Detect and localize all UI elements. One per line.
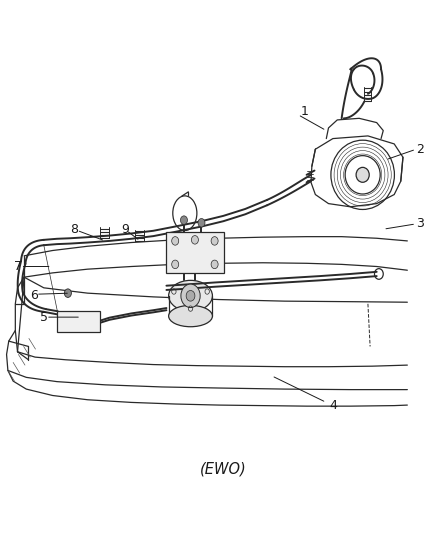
Circle shape — [181, 284, 200, 308]
Circle shape — [191, 236, 198, 244]
Text: 6: 6 — [30, 289, 38, 302]
Ellipse shape — [356, 167, 369, 182]
Text: 7: 7 — [14, 260, 22, 273]
Text: 9: 9 — [121, 223, 129, 236]
Text: 4: 4 — [329, 399, 337, 411]
Ellipse shape — [169, 280, 212, 311]
FancyBboxPatch shape — [166, 232, 224, 273]
Text: 1: 1 — [300, 106, 308, 118]
Circle shape — [211, 237, 218, 245]
FancyBboxPatch shape — [57, 311, 100, 332]
Circle shape — [64, 289, 71, 297]
Circle shape — [180, 216, 187, 224]
Text: 2: 2 — [417, 143, 424, 156]
Text: 3: 3 — [417, 217, 424, 230]
Circle shape — [172, 260, 179, 269]
Circle shape — [172, 237, 179, 245]
Circle shape — [198, 219, 205, 227]
Ellipse shape — [169, 305, 212, 327]
Text: (EWO): (EWO) — [200, 462, 247, 477]
Text: 8: 8 — [71, 223, 78, 236]
Text: 5: 5 — [40, 311, 48, 324]
Circle shape — [211, 260, 218, 269]
Circle shape — [186, 290, 195, 301]
